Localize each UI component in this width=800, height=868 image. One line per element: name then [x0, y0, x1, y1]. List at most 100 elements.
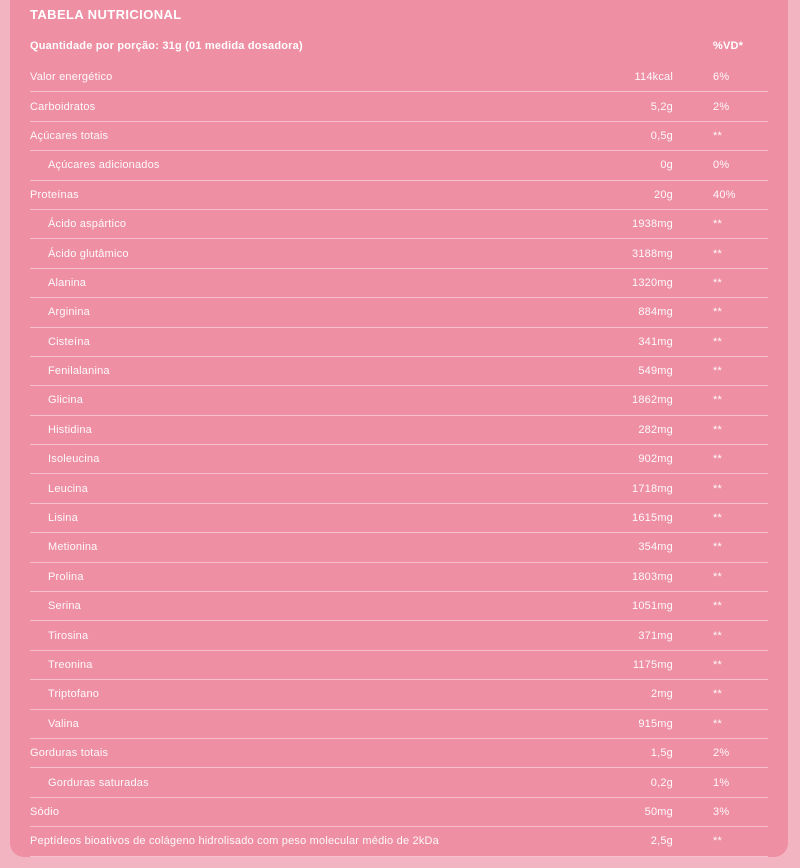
nutrient-name: Açúcares totais	[30, 129, 109, 142]
nutrient-amount: 1320mg	[632, 276, 673, 289]
table-row: Cisteína 341mg **	[30, 326, 768, 356]
nutrient-amount: 1051mg	[632, 600, 673, 613]
nutrient-daily-value: **	[713, 541, 722, 554]
nutrient-name: Triptofano	[48, 688, 100, 701]
nutrient-amount: 549mg	[638, 365, 673, 378]
nutrient-daily-value: **	[713, 335, 722, 348]
table-row: Carboidratos 5,2g 2%	[30, 91, 768, 120]
table-row: Sódio 50mg 3%	[30, 796, 768, 826]
nutrient-amount: 1175mg	[632, 659, 673, 671]
table-row: Treonina 1175mg **	[30, 649, 768, 679]
table-row: Isoleucina 902mg **	[30, 444, 768, 473]
table-row: Histidina 282mg **	[30, 414, 768, 444]
table-row: Gorduras saturadas 0,2g 1%	[30, 767, 768, 796]
table-row: Tirosina 371mg **	[30, 620, 768, 649]
nutrient-daily-value: **	[713, 482, 722, 495]
nutrient-name: Gorduras saturadas	[48, 776, 149, 789]
nutrient-daily-value: **	[713, 570, 722, 583]
nutrient-daily-value: 0%	[713, 159, 730, 172]
nutrient-name: Valor energético	[30, 70, 113, 83]
table-bottom-divider	[30, 855, 768, 868]
nutrient-daily-value: **	[713, 247, 722, 260]
table-row: Prolina 1803mg **	[30, 561, 768, 591]
nutrient-daily-value: **	[713, 276, 722, 289]
table-row: Arginina 884mg **	[30, 297, 768, 326]
nutrient-name: Valina	[48, 717, 79, 730]
nutrient-name: Histidina	[48, 423, 92, 436]
nutrient-amount: 5,2g	[650, 100, 673, 113]
nutrient-name: Peptídeos bioativos de colágeno hidrolis…	[30, 835, 439, 848]
nutrient-name: Proteínas	[30, 188, 79, 201]
table-row: Serina 1051mg **	[30, 591, 768, 620]
table-row: Ácido glutâmico 3188mg **	[30, 238, 768, 267]
nutrient-amount: 1718mg	[632, 482, 673, 495]
table-row: Ácido aspártico 1938mg **	[30, 208, 768, 238]
nutrient-amount: 884mg	[638, 306, 673, 319]
table-row: Gorduras totais 1,5g 2%	[30, 737, 768, 767]
table-row: Triptofano 2mg **	[30, 679, 768, 708]
nutrient-name: Fenilalanina	[48, 365, 110, 378]
nutrient-amount: 1862mg	[632, 394, 673, 407]
table-row: Valina 915mg **	[30, 708, 768, 738]
nutrient-amount: 1615mg	[632, 512, 673, 525]
nutrient-daily-value: **	[713, 629, 722, 642]
table-row: Peptídeos bioativos de colágeno hidrolis…	[30, 826, 768, 855]
nutrient-daily-value: **	[713, 306, 722, 319]
nutrient-name: Alanina	[48, 276, 87, 289]
nutrient-name: Carboidratos	[30, 100, 96, 113]
nutrition-table-card: TABELA NUTRICIONAL Quantidade por porção…	[10, 0, 788, 857]
nutrient-daily-value: 2%	[713, 747, 730, 760]
nutrient-daily-value: **	[713, 835, 722, 848]
nutrient-amount: 915mg	[638, 717, 673, 730]
nutrient-daily-value: **	[713, 600, 722, 613]
nutrient-amount: 902mg	[638, 453, 673, 466]
nutrient-name: Ácido aspártico	[48, 218, 127, 231]
nutrient-amount: 2,5g	[650, 835, 673, 848]
nutrient-amount: 0,5g	[650, 129, 673, 142]
nutrient-name: Cisteína	[48, 335, 90, 348]
nutrient-amount: 50mg	[644, 805, 673, 818]
nutrient-amount: 354mg	[638, 541, 673, 554]
nutrient-amount: 341mg	[638, 335, 673, 348]
nutrient-name: Açúcares adicionados	[48, 159, 160, 172]
table-row: Leucina 1718mg **	[30, 473, 768, 502]
nutrient-amount: 1,5g	[650, 747, 673, 760]
nutrient-name: Sódio	[30, 805, 60, 818]
nutrient-name: Prolina	[48, 570, 84, 583]
nutrient-name: Isoleucina	[48, 453, 100, 466]
nutrient-daily-value: **	[713, 717, 722, 730]
nutrient-daily-value: **	[713, 218, 722, 231]
nutrient-daily-value: **	[713, 512, 722, 525]
nutrient-daily-value: 1%	[713, 776, 730, 789]
nutrient-amount: 3188mg	[632, 247, 673, 260]
table-row: Lisina 1615mg **	[30, 502, 768, 532]
table-row: Açúcares adicionados 0g 0%	[30, 150, 768, 179]
nutrient-name: Tirosina	[48, 629, 89, 642]
nutrient-amount: 20g	[654, 188, 673, 201]
table-title: TABELA NUTRICIONAL	[30, 7, 182, 22]
nutrient-name: Ácido glutâmico	[48, 247, 129, 260]
nutrient-amount: 114kcal	[634, 70, 673, 83]
nutrient-daily-value: **	[713, 394, 722, 407]
nutrient-daily-value: **	[713, 688, 722, 701]
nutrient-amount: 371mg	[638, 629, 673, 642]
nutrient-name: Leucina	[48, 482, 88, 495]
serving-header-row: Quantidade por porção: 31g (01 medida do…	[30, 35, 768, 57]
serving-size-text: Quantidade por porção: 31g (01 medida do…	[30, 40, 303, 52]
nutrient-daily-value: 40%	[713, 188, 736, 201]
nutrient-amount: 2mg	[651, 688, 673, 701]
nutrient-daily-value: **	[713, 659, 722, 671]
table-row: Valor energético 114kcal 6%	[30, 62, 768, 91]
nutrient-name: Serina	[48, 600, 81, 613]
nutrient-amount: 1803mg	[632, 570, 673, 583]
nutrient-name: Metionina	[48, 541, 98, 554]
nutrient-name: Glicina	[48, 394, 84, 407]
table-row: Alanina 1320mg **	[30, 267, 768, 297]
daily-value-column-header: %VD*	[713, 40, 744, 52]
nutrient-daily-value: **	[713, 365, 722, 378]
nutrient-daily-value: 3%	[713, 805, 730, 818]
nutrient-name: Gorduras totais	[30, 747, 109, 760]
nutrient-amount: 1938mg	[632, 218, 673, 231]
nutrient-daily-value: **	[713, 423, 722, 436]
